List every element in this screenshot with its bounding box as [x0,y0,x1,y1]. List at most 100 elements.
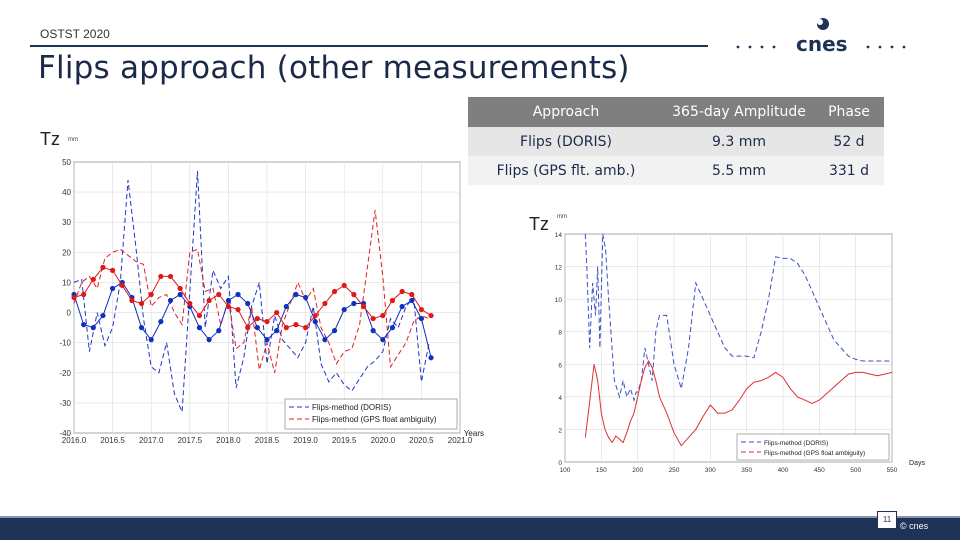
chart-tz-days: Tz mm Days 100 150 200 250 300 350 400 450 500 55… [529,214,925,474]
table-cell: 9.3 mm [664,127,814,156]
data-point [71,294,77,301]
data-point [370,328,376,334]
table-header: Approach [468,97,664,127]
data-point [341,282,347,289]
x-tick-label: 2020.0 [371,436,396,445]
data-point [225,297,231,304]
legend-label: Flips-method (DORIS) [764,440,828,447]
y-tick-label: 4 [558,395,562,402]
data-point [216,328,222,334]
y-tick-label: 0 [67,309,72,318]
page-title: Flips approach (other measurements) [38,50,630,86]
data-point [341,306,347,313]
page-number: 11 [877,511,897,529]
data-point [283,325,289,331]
data-point [303,325,309,331]
chart-title: Tz [40,129,60,149]
data-point [138,325,145,331]
table-cell: Flips (DORIS) [468,127,664,156]
y-tick-label: 50 [62,158,71,167]
data-point [216,291,222,298]
data-point [274,328,280,334]
x-tick-label: 500 [850,467,861,474]
y-tick-label: 6 [558,362,562,369]
y-tick-label: -20 [59,369,71,378]
data-point [235,291,241,298]
x-tick-label: 200 [632,467,643,474]
data-point [90,325,96,331]
legend-label: Flips-method (GPS float ambiguity) [764,450,865,457]
data-point [409,297,415,304]
footer-bar [0,518,960,540]
data-point [245,300,251,307]
table-cell: 52 d [814,127,884,156]
data-point [331,288,338,295]
data-point [196,312,203,319]
series-line [584,359,893,447]
data-point [380,337,386,343]
comparison-table: Approach 365-day Amplitude Phase Flips (… [468,97,884,185]
data-point [351,291,357,298]
y-tick-label: 40 [62,188,71,197]
x-tick-label: 2021.0 [448,436,473,445]
footer-band [0,516,960,519]
x-tick-label: 150 [596,467,607,474]
data-point [370,315,376,322]
y-tick-label: 12 [555,265,563,272]
data-point [351,300,357,307]
x-tick-label: 2017.5 [178,436,203,445]
data-point [322,337,328,343]
x-tick-label: 2017.0 [139,436,164,445]
table-cell: 5.5 mm [664,156,814,185]
data-point [81,291,87,298]
legend-label: Flips-method (DORIS) [312,403,391,412]
chart-xlabel: Years [464,429,484,438]
chart-xlabel: Days [909,460,925,467]
y-tick-label: 0 [558,460,562,467]
table-cell: 331 d [814,156,884,185]
data-point [283,303,289,310]
table-row: Flips (DORIS) 9.3 mm 52 d [468,127,884,156]
data-point [177,285,183,292]
y-tick-label: 10 [555,297,563,304]
x-tick-label: 350 [741,467,752,474]
legend-box [284,398,458,430]
x-tick-label: 300 [705,467,716,474]
x-tick-label: 2016.5 [100,436,125,445]
logo-text: cnes [796,32,848,56]
table-header: 365-day Amplitude [664,97,814,127]
data-point [206,297,212,304]
data-point [167,297,174,304]
y-tick-label: 14 [555,232,563,239]
data-point [206,337,212,343]
data-point [138,300,145,307]
data-point [110,285,116,292]
conference-label: OSTST 2020 [40,27,110,41]
y-tick-label: 2 [558,427,562,434]
data-point [428,355,434,361]
data-point [110,267,116,273]
x-tick-label: 450 [814,467,825,474]
data-point [148,337,154,343]
data-point [399,288,405,295]
data-point [312,318,318,325]
data-point [235,306,241,313]
series-line [584,233,892,402]
data-point [360,303,367,310]
data-point [418,306,424,313]
data-point [225,303,231,310]
data-point [100,312,106,319]
data-point [177,291,183,298]
data-point [312,312,318,319]
header-rule [30,45,708,47]
x-tick-label: 2016.0 [62,436,87,445]
data-point [389,297,396,304]
table-header-row: Approach 365-day Amplitude Phase [468,97,884,127]
y-tick-label: 30 [62,218,71,227]
data-point [264,318,270,325]
chart-ylabel: mm [557,214,567,220]
y-tick-label: 10 [62,278,71,287]
series-line [73,170,430,413]
data-point [303,294,309,301]
x-tick-label: 400 [778,467,789,474]
